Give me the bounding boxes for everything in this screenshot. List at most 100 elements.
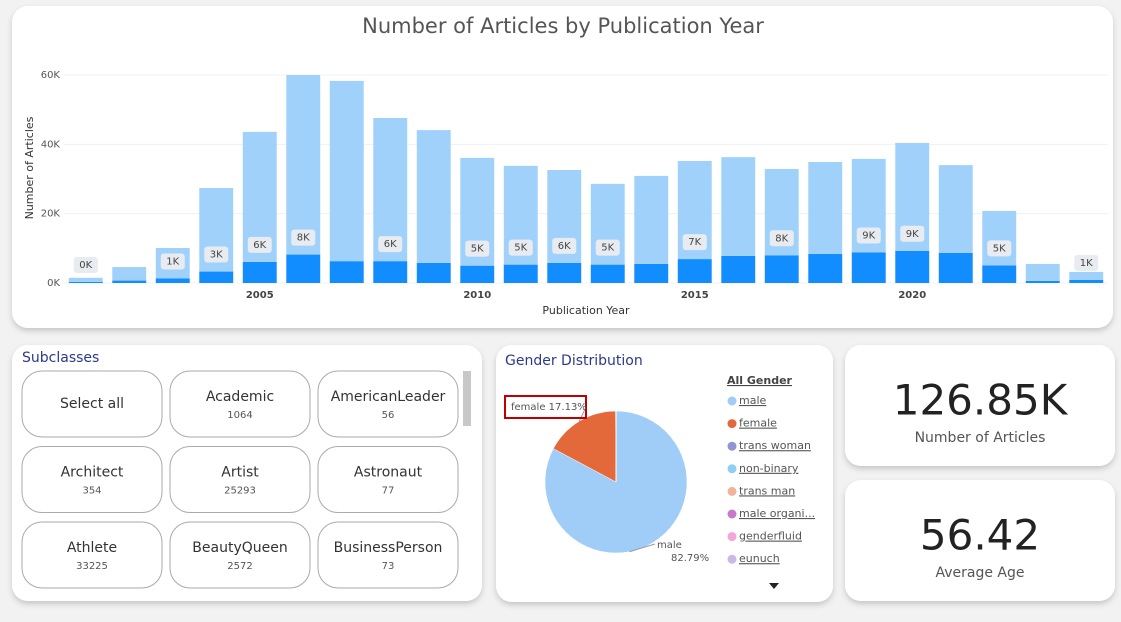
slicer-count[interactable]: 1064 [227, 410, 252, 421]
bar [764, 255, 799, 283]
slicer-button[interactable] [317, 521, 459, 589]
label-highlight [504, 395, 587, 419]
legend-entry[interactable]: male [739, 394, 767, 407]
slicer-count[interactable]: 73 [382, 561, 395, 572]
slicer-item[interactable]: BeautyQueen 2572 [169, 521, 311, 589]
bar [329, 80, 364, 262]
data-label: 9K [906, 229, 919, 240]
slicer-label[interactable]: Astronaut [354, 465, 423, 481]
data-label: 6K [558, 241, 571, 252]
data-label-bg [247, 236, 272, 253]
slicer-button[interactable] [169, 446, 311, 513]
bar [286, 75, 321, 255]
y-tick-label: 40K [41, 139, 61, 150]
scrollbar[interactable] [463, 371, 471, 426]
slicer-item[interactable]: AmericanLeader 56 [317, 370, 459, 438]
card-panel [845, 480, 1115, 601]
slicer-button[interactable] [317, 370, 459, 438]
legend-entry[interactable]: female [739, 417, 777, 430]
slicer-button[interactable] [317, 446, 459, 513]
bar [503, 264, 538, 283]
slicer-item[interactable]: Architect 354 [21, 446, 163, 513]
slicer-button[interactable] [169, 521, 311, 589]
slicer-button[interactable] [21, 521, 163, 589]
slicer-count[interactable]: 33225 [76, 561, 108, 572]
slicer-title: Subclasses [22, 350, 99, 366]
legend-swatch [727, 554, 737, 564]
data-label: 1K [166, 256, 179, 267]
data-label: 5K [601, 243, 614, 254]
data-label-bg [291, 229, 316, 246]
legend-entry[interactable]: trans man [739, 484, 795, 497]
legend-entry[interactable]: eunuch [739, 552, 780, 565]
slicer-label[interactable]: BeautyQueen [192, 540, 287, 556]
slicer-button[interactable] [21, 446, 163, 513]
data-label: 8K [775, 233, 788, 244]
x-tick-label: 2020 [898, 290, 926, 301]
slicer-count[interactable]: 56 [382, 410, 395, 421]
bar [68, 281, 103, 283]
legend-swatch [727, 486, 737, 496]
chart-title: Number of Articles by Publication Year [362, 14, 764, 38]
bar [634, 263, 669, 283]
x-axis-label: Publication Year [542, 304, 630, 317]
bar [895, 250, 930, 283]
bar [286, 254, 321, 283]
data-label: 8K [297, 233, 310, 244]
bar [808, 162, 843, 254]
bar [1069, 271, 1104, 280]
value-label: 82.79% [671, 553, 709, 564]
bar [112, 267, 147, 281]
legend-entry[interactable]: male organi... [739, 507, 815, 520]
bar [721, 255, 756, 283]
slicer-button[interactable] [169, 370, 311, 438]
legend-entry[interactable]: non-binary [739, 462, 799, 475]
legend-swatch [727, 532, 737, 542]
bar [460, 265, 495, 283]
slicer-count[interactable]: 25293 [224, 486, 256, 497]
slicer-button[interactable] [21, 370, 163, 438]
y-tick-label: 0K [47, 278, 60, 289]
legend-entry[interactable]: genderfluid [739, 530, 802, 543]
slicer-label[interactable]: Architect [61, 465, 124, 481]
bar [68, 277, 103, 282]
legend-entry[interactable]: trans woman [739, 439, 811, 452]
bar [808, 253, 843, 283]
slicer-count[interactable]: 354 [82, 486, 101, 497]
slicer-item[interactable]: Artist 25293 [169, 446, 311, 513]
slicer-label[interactable]: AmericanLeader [331, 389, 446, 405]
slicer-item[interactable]: Athlete 33225 [21, 521, 163, 589]
data-label-bg [900, 225, 925, 242]
bar [373, 261, 408, 283]
x-tick-label: 2015 [681, 290, 709, 301]
data-label-bg [378, 236, 403, 253]
bar [112, 280, 147, 283]
slicer-label[interactable]: Select all [60, 396, 124, 412]
legend-swatch [727, 396, 737, 406]
bar [938, 165, 973, 253]
bar [634, 175, 669, 264]
slicer-label[interactable]: Athlete [67, 540, 117, 556]
slicer-item[interactable]: Academic 1064 [169, 370, 311, 438]
leader-line [629, 543, 656, 553]
scroll-arrow[interactable] [769, 583, 779, 589]
bar [590, 264, 625, 283]
slicer-item[interactable]: Select all [21, 370, 163, 438]
data-label-bg [595, 239, 620, 256]
y-axis-label: Number of Articles [23, 116, 36, 219]
slicer-label[interactable]: Academic [206, 389, 274, 405]
slicer-count[interactable]: 77 [382, 486, 395, 497]
slicer-item[interactable]: BusinessPerson 73 [317, 521, 459, 589]
slicer-count[interactable]: 2572 [227, 561, 252, 572]
card-value: 56.42 [920, 511, 1040, 560]
data-label: 3K [210, 250, 223, 261]
category-name: female [511, 402, 545, 413]
slicer-item[interactable]: Astronaut 77 [317, 446, 459, 513]
slicer-label[interactable]: Artist [221, 465, 259, 481]
slicer-label[interactable]: BusinessPerson [334, 540, 443, 556]
bar [677, 259, 712, 283]
legend-title: All Gender [727, 374, 793, 387]
bar [851, 252, 886, 283]
data-label: 5K [993, 243, 1006, 254]
